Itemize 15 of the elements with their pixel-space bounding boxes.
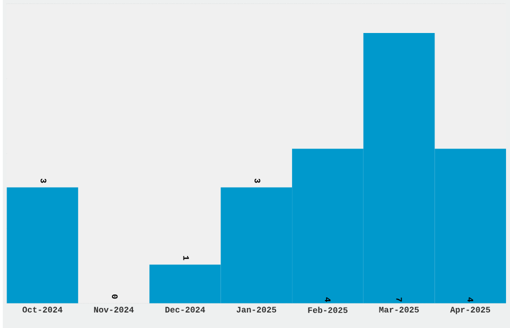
data-label: 4 <box>324 297 330 302</box>
data-label: 0 <box>112 294 118 299</box>
data-label: 4 <box>468 297 474 302</box>
x-tick-label: Dec-2024 <box>165 306 206 312</box>
x-tick-label: Mar-2025 <box>379 306 419 312</box>
data-label: 7 <box>396 298 402 302</box>
x-tick-label: Feb-2025 <box>308 306 348 313</box>
x-tick-label: Jan-2025 <box>236 306 276 312</box>
data-label: 3 <box>254 178 260 183</box>
bar <box>6 187 78 304</box>
x-tick-label: Nov-2024 <box>94 306 134 312</box>
x-tick-label: Apr-2025 <box>450 306 490 314</box>
x-tick-label: Oct-2024 <box>22 306 62 312</box>
data-label: 1 <box>183 256 189 260</box>
data-label: 3 <box>40 178 46 183</box>
